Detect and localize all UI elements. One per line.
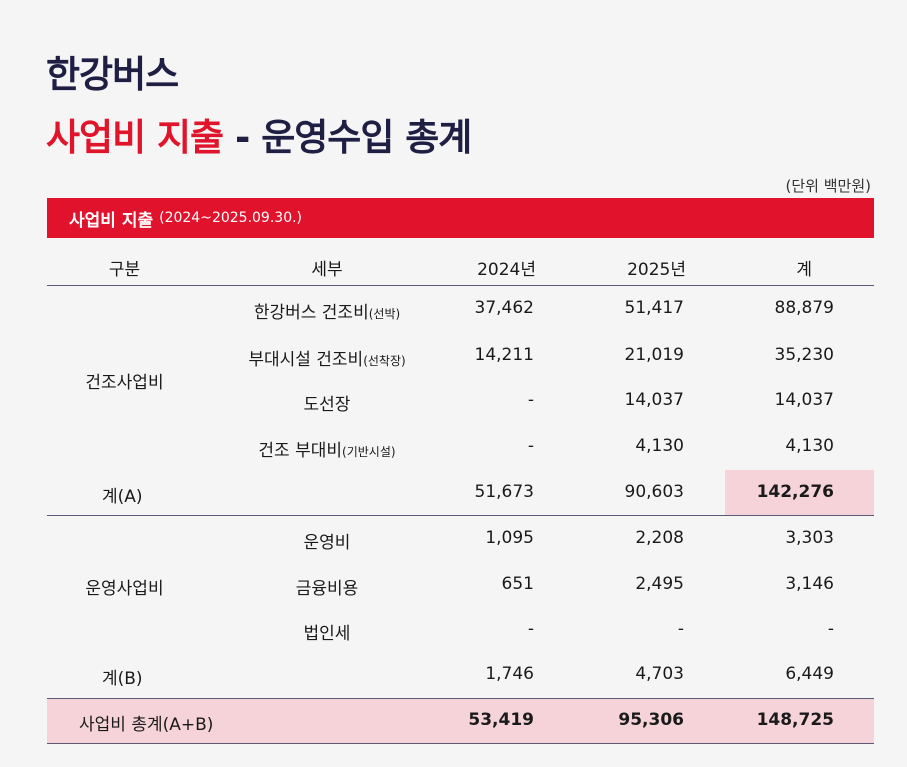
value-2025: -: [677, 619, 684, 639]
value-2025: 95,306: [618, 710, 684, 730]
grand-total-label: 사업비 총계(A+B): [79, 715, 214, 735]
value-2025: 90,603: [624, 482, 684, 502]
value-total: 4,130: [785, 436, 834, 456]
value-2024: -: [527, 390, 534, 410]
value-total: 3,146: [785, 574, 834, 594]
detail-cell: 금융비용: [295, 579, 359, 599]
detail-cell: 운영비: [303, 533, 351, 553]
grand-total-bar: [47, 699, 874, 743]
detail-cell: 건조 부대비(기반시설): [258, 441, 396, 461]
value-2025: 4,130: [635, 436, 684, 456]
section-header: 사업비 지출 (2024~2025.09.30.): [47, 198, 874, 238]
value-2025: 2,208: [635, 528, 684, 548]
subtotal-label: 계(B): [102, 669, 143, 689]
value-2025: 14,037: [624, 390, 684, 410]
header-2025: 2025년: [627, 260, 686, 280]
header-2024: 2024년: [477, 260, 536, 280]
value-2024: 1,095: [485, 528, 534, 548]
section-title: 사업비 지출: [69, 210, 154, 231]
value-2024: -: [527, 619, 534, 639]
detail-cell: 부대시설 건조비(선착장): [248, 350, 406, 370]
value-total: -: [827, 619, 834, 639]
value-total: 14,037: [774, 390, 834, 410]
title-revenue: 운영수입 총계: [261, 116, 472, 159]
value-2024: 651: [501, 574, 534, 594]
value-total: 6,449: [785, 664, 834, 684]
divider: [47, 515, 874, 516]
category-label: 건조사업비: [85, 373, 164, 393]
subtotal-a-highlight: [725, 470, 874, 515]
detail-cell: 도선장: [303, 395, 351, 415]
divider: [47, 698, 874, 699]
subtotal-label: 계(A): [102, 487, 143, 507]
title-dash: -: [223, 116, 262, 159]
value-2024: 53,419: [468, 710, 534, 730]
value-2025: 51,417: [624, 298, 684, 318]
section-period: (2024~2025.09.30.): [159, 210, 303, 226]
value-2024: 14,211: [474, 345, 534, 365]
divider: [47, 285, 874, 286]
value-2025: 2,495: [635, 574, 684, 594]
divider: [47, 743, 874, 744]
value-2024: 37,462: [474, 298, 534, 318]
page-title-line2: 사업비 지출 - 운영수입 총계: [46, 107, 472, 161]
header-detail: 세부: [311, 260, 343, 280]
value-total: 88,879: [774, 298, 834, 318]
unit-label: (단위 백만원): [785, 177, 871, 195]
detail-cell: 법인세: [303, 624, 351, 644]
value-2024: -: [527, 436, 534, 456]
value-total: 142,276: [756, 482, 834, 502]
value-total: 3,303: [785, 528, 834, 548]
detail-cell: 한강버스 건조비(선박): [253, 303, 401, 323]
value-total: 148,725: [756, 710, 834, 730]
value-2024: 1,746: [485, 664, 534, 684]
value-total: 35,230: [774, 345, 834, 365]
header-category: 구분: [108, 260, 141, 280]
title-expense: 사업비 지출: [46, 116, 224, 159]
value-2025: 21,019: [624, 345, 684, 365]
page-title-line1: 한강버스: [46, 53, 179, 96]
category-label: 운영사업비: [85, 579, 164, 599]
header-total: 계: [796, 260, 812, 280]
value-2024: 51,673: [474, 482, 534, 502]
value-2025: 4,703: [635, 664, 684, 684]
